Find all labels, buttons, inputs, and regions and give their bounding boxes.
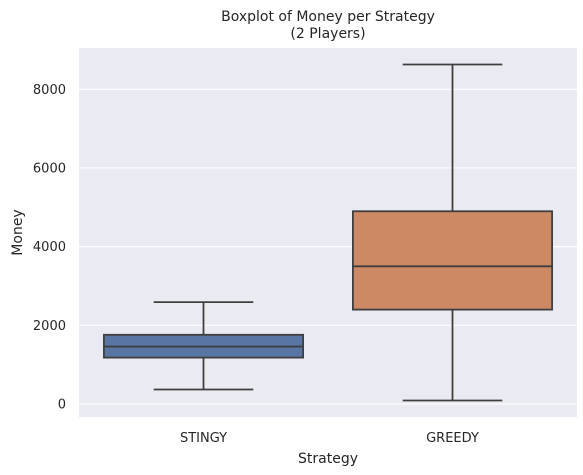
y-tick-label: 6000	[33, 161, 66, 176]
boxes	[103, 63, 553, 402]
x-tick-labels: STINGY GREEDY	[180, 431, 479, 446]
y-tick-label: 4000	[33, 240, 66, 255]
x-tick-label: STINGY	[180, 431, 227, 446]
y-tick-label: 8000	[33, 83, 66, 98]
box-iqr	[351, 210, 553, 311]
box-stingy	[103, 301, 304, 391]
y-tick-label: 0	[58, 398, 66, 413]
chart-title-line-2: (2 Players)	[290, 26, 365, 42]
y-axis-label: Money	[10, 209, 26, 255]
y-tick-labels: 0 2000 4000 6000 8000	[33, 83, 66, 413]
box-greedy	[351, 63, 553, 402]
x-tick-label: GREEDY	[426, 431, 479, 446]
x-axis-label: Strategy	[298, 451, 358, 467]
y-tick-label: 2000	[33, 319, 66, 334]
chart-title-line-1: Boxplot of Money per Strategy	[221, 9, 435, 25]
